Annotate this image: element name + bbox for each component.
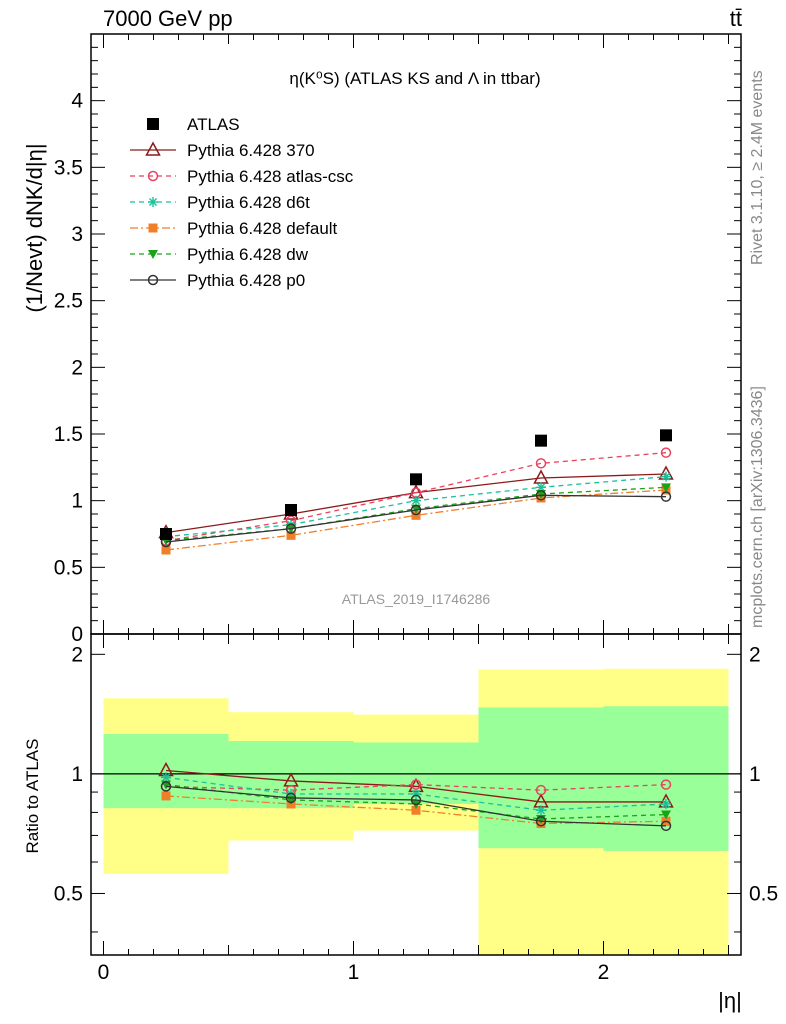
- legend-marker-atlas: [147, 118, 159, 130]
- ratio-y-tick-label: 1: [71, 763, 83, 786]
- x-tick-label: 2: [598, 961, 610, 984]
- ratio-series-point: [536, 805, 546, 816]
- legend-label: Pythia 6.428 dw: [187, 245, 309, 264]
- legend-label: Pythia 6.428 370: [187, 141, 315, 160]
- legend-marker: [148, 197, 158, 207]
- plot-title: η(K⁰S) (ATLAS KS and Λ in ttbar): [289, 69, 540, 88]
- ratio-y-tick-label: 2: [71, 643, 83, 666]
- legend-marker: [145, 141, 161, 156]
- ratio-series-point: [410, 794, 422, 806]
- data-point: [160, 528, 172, 540]
- ratio-y-tick-label: 0.5: [54, 882, 83, 905]
- y-tick-label: 3.5: [54, 156, 83, 179]
- rivet-version-label: Rivet 3.1.10, ≥ 2.4M events: [749, 70, 766, 265]
- legend-marker: [148, 223, 158, 233]
- ratio-series-line: [165, 776, 667, 811]
- ratio-series-point: [660, 820, 672, 832]
- y-tick-label: 2.5: [54, 290, 83, 313]
- series-point: [660, 491, 672, 502]
- ratio-series-point: [535, 815, 547, 827]
- ratio-y-axis-label: Ratio to ATLAS: [23, 739, 42, 854]
- series-point: [411, 510, 421, 520]
- series-point: [285, 523, 297, 534]
- legend-marker: [148, 250, 158, 259]
- data-point: [285, 504, 297, 516]
- series-point: [660, 447, 672, 458]
- ratio-series-point: [160, 781, 172, 792]
- legend-label: Pythia 6.428 p0: [187, 271, 305, 290]
- series-point: [661, 471, 671, 482]
- x-tick-label: 1: [348, 961, 360, 984]
- series-point: [161, 545, 171, 555]
- ratio-frame: [90, 633, 742, 956]
- y-axis-label: (1/Nevt) dNK/d|η|: [22, 143, 47, 312]
- legend-label: ATLAS: [187, 115, 240, 134]
- ratio-series-line: [165, 783, 667, 820]
- series-point: [411, 495, 421, 506]
- ratio-series-line: [165, 785, 667, 827]
- legend-label: Pythia 6.428 default: [187, 219, 338, 238]
- ratio-series-point: [661, 798, 671, 809]
- ratio-series-point: [285, 792, 297, 804]
- y-tick-label: 3: [71, 223, 83, 246]
- legend-label: Pythia 6.428 atlas-csc: [187, 167, 354, 186]
- series-point: [535, 490, 547, 501]
- series-line: [165, 494, 667, 543]
- ratio-series-point: [660, 779, 672, 790]
- data-point: [535, 434, 547, 447]
- legend-marker: [147, 274, 159, 286]
- energy-label: 7000 GeV pp: [103, 6, 233, 31]
- ratio-y-tick-label-right: 1: [749, 763, 761, 786]
- process-label: tt̄: [730, 6, 742, 31]
- y-tick-label: 1.5: [54, 423, 83, 446]
- ratio-band-inner: [603, 706, 729, 851]
- ratio-series-point: [661, 810, 671, 820]
- ratio-plot-panel: [91, 761, 741, 832]
- x-axis-label: |η|: [718, 988, 742, 1013]
- ratio-series-point: [411, 805, 421, 815]
- ratio-y-tick-label-right: 0.5: [749, 882, 778, 905]
- series-point: [533, 469, 549, 484]
- series-point: [536, 482, 546, 493]
- ratio-series-line: [165, 769, 666, 803]
- x-tick-label: 0: [98, 961, 110, 984]
- series-point: [286, 530, 296, 540]
- main-plot-panel: [158, 429, 674, 555]
- ratio-series-point: [535, 784, 547, 796]
- series-point: [661, 483, 671, 493]
- y-tick-label: 1: [71, 490, 83, 513]
- data-point: [660, 429, 672, 442]
- mcplots-label: mcplots.cern.ch [arXiv:1306.3436]: [749, 386, 766, 628]
- analysis-tag: ATLAS_2019_I1746286: [342, 591, 491, 607]
- series-point: [410, 504, 422, 516]
- legend-marker: [147, 170, 159, 182]
- series-line: [165, 452, 667, 542]
- y-tick-label: 2: [71, 356, 83, 379]
- series-point: [535, 458, 547, 469]
- y-tick-label: 0.5: [54, 556, 83, 579]
- legend: ATLAS Pythia 6.428 370 Pythia 6.428 atlas-…: [130, 115, 354, 290]
- ratio-y-tick-label-right: 2: [749, 643, 761, 666]
- data-point: [410, 473, 422, 486]
- ratio-series-point: [161, 791, 171, 801]
- y-tick-label: 0: [71, 623, 83, 646]
- y-tick-label: 4: [71, 90, 83, 113]
- legend-label: Pythia 6.428 d6t: [187, 193, 310, 212]
